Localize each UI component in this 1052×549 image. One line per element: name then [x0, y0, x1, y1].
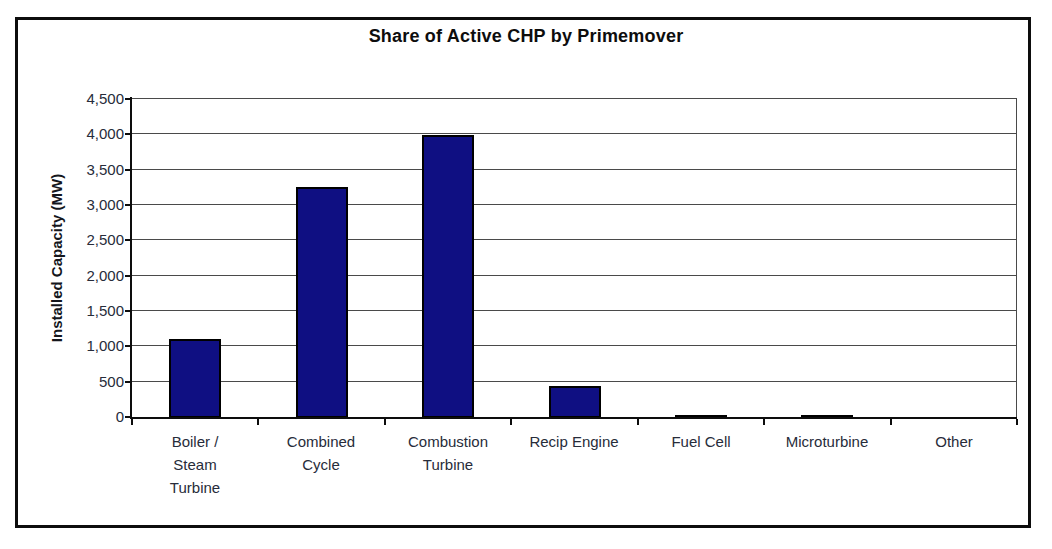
bar — [296, 187, 348, 417]
x-tick-label: Recip Engine — [511, 430, 637, 453]
y-tick-label: 1,500 — [40, 303, 124, 319]
x-axis-tick — [384, 419, 386, 425]
y-gridline — [132, 98, 1017, 99]
x-tick-label: Fuel Cell — [638, 430, 764, 453]
x-tick-label: Boiler / Steam Turbine — [132, 430, 258, 499]
plot-right-border — [1016, 99, 1017, 417]
bar — [549, 386, 601, 417]
x-axis-tick — [637, 419, 639, 425]
x-axis-tick — [257, 419, 259, 425]
y-tick-label: 3,000 — [40, 197, 124, 213]
x-axis-tick — [1016, 419, 1018, 425]
bar — [169, 339, 221, 417]
chart-title: Share of Active CHP by Primemover — [18, 26, 1034, 47]
y-tick-label: 2,500 — [40, 232, 124, 248]
y-tick-label: 500 — [40, 374, 124, 390]
x-axis-tick — [890, 419, 892, 425]
y-tick-label: 1,000 — [40, 338, 124, 354]
y-gridline — [132, 204, 1017, 205]
y-tick-label: 2,000 — [40, 268, 124, 284]
y-gridline — [132, 133, 1017, 134]
y-gridline — [132, 275, 1017, 276]
y-gridline — [132, 310, 1017, 311]
chart-image: Share of Active CHP by Primemover Instal… — [0, 0, 1052, 549]
x-tick-label: Other — [891, 430, 1017, 453]
x-axis-tick — [510, 419, 512, 425]
x-axis-tick — [131, 419, 133, 425]
bar — [422, 135, 474, 417]
x-axis-tick — [763, 419, 765, 425]
y-gridline — [132, 345, 1017, 346]
x-tick-label: Combined Cycle — [258, 430, 384, 476]
y-gridline — [132, 381, 1017, 382]
y-axis-line — [130, 97, 132, 419]
x-tick-label: Microturbine — [764, 430, 890, 453]
x-axis-line — [130, 417, 1017, 419]
y-gridline — [132, 169, 1017, 170]
y-tick-label: 4,500 — [40, 91, 124, 107]
y-gridline — [132, 239, 1017, 240]
y-tick-label: 0 — [40, 409, 124, 425]
x-tick-label: Combustion Turbine — [385, 430, 511, 476]
y-tick-label: 4,000 — [40, 126, 124, 142]
y-tick-label: 3,500 — [40, 162, 124, 178]
